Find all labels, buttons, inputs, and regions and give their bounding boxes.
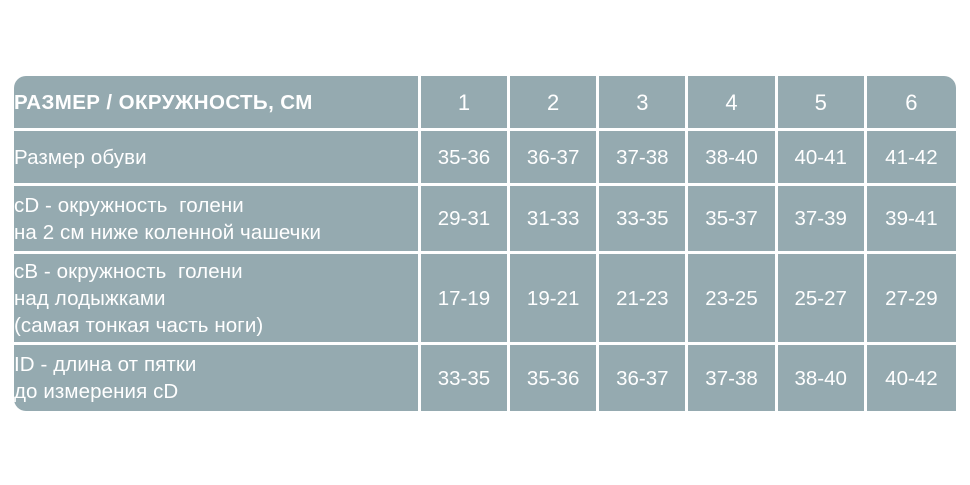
cell-r0-c4: 38-40	[688, 131, 778, 186]
cell-r1-c4: 35-37	[688, 186, 778, 254]
cell-r3-c6: 40-42	[866, 345, 956, 411]
column-header-6: 6	[866, 76, 956, 131]
cell-r1-c3: 33-35	[599, 186, 689, 254]
cell-r1-c6: 39-41	[866, 186, 956, 254]
cell-r0-c5: 40-41	[777, 131, 867, 186]
table-row: ID - длина от пятки до измерения cD 33-3…	[14, 345, 956, 411]
cell-r2-c6: 27-29	[866, 254, 956, 345]
column-header-2: 2	[510, 76, 600, 131]
row-label-line: над лодыжками	[14, 286, 166, 310]
cell-r3-c5: 38-40	[777, 345, 867, 411]
row-label-line: (самая тонкая часть ноги)	[14, 313, 264, 337]
cell-r0-c3: 37-38	[599, 131, 689, 186]
size-chart-table: РАЗМЕР / ОКРУЖНОСТЬ, СМ 1 2 3 4 5 6 Разм…	[14, 76, 956, 411]
row-label-line: до измерения cD	[14, 380, 179, 403]
cell-r3-c1: 33-35	[420, 345, 511, 411]
row-label-line: cD - окружность голени	[14, 193, 244, 217]
cell-r2-c4: 23-25	[688, 254, 778, 345]
table-header-row: РАЗМЕР / ОКРУЖНОСТЬ, СМ 1 2 3 4 5 6	[14, 76, 956, 131]
row-label-line: ID - длина от пятки	[14, 353, 197, 376]
row-label-shoe-size: Размер обуви	[14, 131, 421, 186]
cell-r0-c2: 36-37	[510, 131, 600, 186]
row-label-line: cB - окружность голени	[14, 259, 243, 283]
cell-r1-c2: 31-33	[510, 186, 600, 254]
cell-r0-c1: 35-36	[420, 131, 511, 186]
cell-r2-c2: 19-21	[510, 254, 600, 345]
table-row: cB - окружность голени над лодыжками (са…	[14, 254, 956, 345]
row-label-cd-calf-circumference: cD - окружность голени на 2 см ниже коле…	[14, 186, 421, 254]
row-label-line: Размер обуви	[14, 145, 147, 169]
table-row: cD - окружность голени на 2 см ниже коле…	[14, 186, 956, 254]
cell-r2-c5: 25-27	[777, 254, 867, 345]
cell-r2-c1: 17-19	[420, 254, 511, 345]
column-header-4: 4	[688, 76, 778, 131]
header-label-cell: РАЗМЕР / ОКРУЖНОСТЬ, СМ	[14, 76, 421, 131]
column-header-1: 1	[420, 76, 511, 131]
table-row: Размер обуви 35-36 36-37 37-38 38-40 40-…	[14, 131, 956, 186]
cell-r3-c4: 37-38	[688, 345, 778, 411]
column-header-5: 5	[777, 76, 867, 131]
cell-r1-c5: 37-39	[777, 186, 867, 254]
row-label-id-heel-length: ID - длина от пятки до измерения cD	[14, 345, 421, 411]
cell-r1-c1: 29-31	[420, 186, 511, 254]
row-label-cb-ankle-circumference: cB - окружность голени над лодыжками (са…	[14, 254, 421, 345]
cell-r3-c2: 35-36	[510, 345, 600, 411]
cell-r3-c3: 36-37	[599, 345, 689, 411]
cell-r0-c6: 41-42	[866, 131, 956, 186]
row-label-line: на 2 см ниже коленной чашечки	[14, 220, 322, 244]
column-header-3: 3	[599, 76, 689, 131]
cell-r2-c3: 21-23	[599, 254, 689, 345]
